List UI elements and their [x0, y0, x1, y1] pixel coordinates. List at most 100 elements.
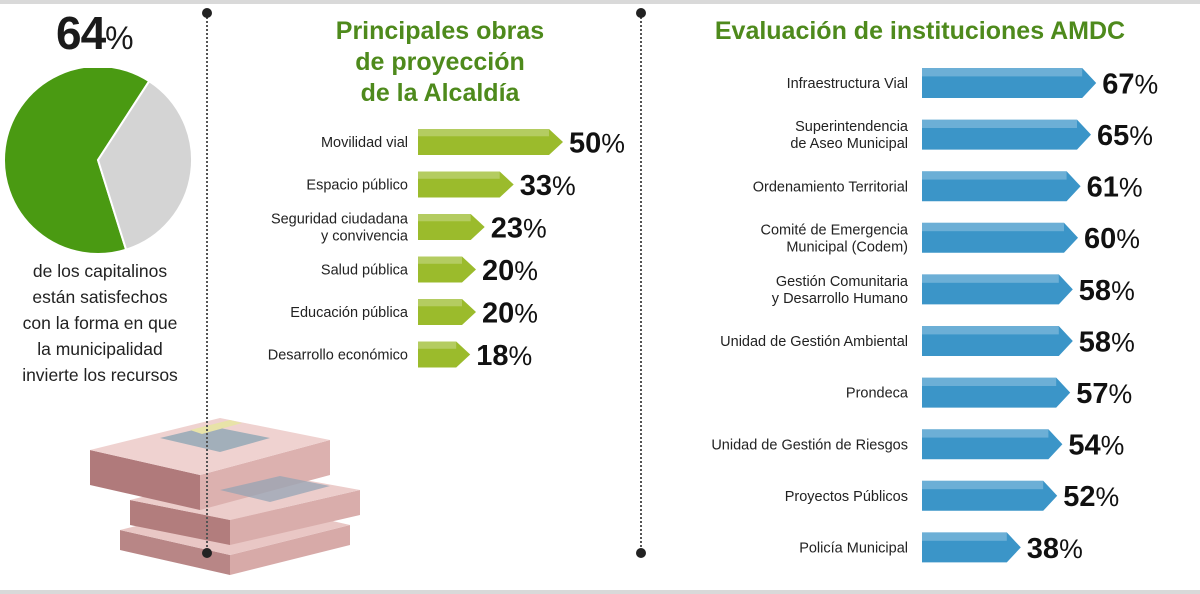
institutions-value-label: 65%	[1097, 120, 1153, 152]
institutions-bar	[922, 429, 1063, 460]
works-bar-highlight	[418, 129, 549, 137]
institutions-row: Gestión Comunitaria y Desarrollo Humano 58…	[772, 274, 1135, 307]
works-bar	[418, 171, 514, 198]
caption-line: con la forma en que	[22, 313, 178, 333]
works-category-label: Desarrollo económico	[268, 348, 408, 364]
institutions-bar-highlight	[922, 429, 1049, 438]
caption-line: están satisfechos	[32, 287, 168, 307]
caption-line: la municipalidad	[37, 339, 163, 359]
institutions-value-label: 61%	[1087, 172, 1143, 204]
works-bar-chart: Movilidad vial 50% Espacio público 33% Segur…	[268, 127, 625, 368]
works-bar-highlight	[418, 341, 457, 349]
works-bar	[418, 299, 476, 325]
institutions-row: Comité de Emergencia Municipal (Codem) 60%	[761, 222, 1140, 255]
institutions-bar-highlight	[922, 171, 1067, 180]
institutions-row: Ordenamiento Territorial 61%	[753, 171, 1143, 204]
satisfaction-percent-number: 64	[56, 7, 106, 59]
satisfaction-percent-symbol: %	[105, 20, 133, 56]
satisfaction-pie-chart	[3, 68, 194, 255]
works-value-label: 20%	[482, 255, 538, 287]
institutions-category-label: Ordenamiento Territorial	[753, 179, 908, 195]
institutions-category-label: Prondeca	[846, 386, 909, 402]
institutions-bar	[922, 119, 1091, 150]
works-bar	[418, 214, 485, 240]
institutions-bar	[922, 68, 1097, 98]
institutions-bar	[922, 532, 1021, 563]
institutions-category-label: Unidad de Gestión Ambiental	[720, 334, 908, 350]
institutions-value-label: 38%	[1027, 533, 1083, 565]
institutions-bar-highlight	[922, 532, 1007, 541]
institutions-value-label: 67%	[1102, 68, 1158, 100]
institutions-chart-title: Evaluación de instituciones AMDC	[714, 17, 1126, 45]
works-chart-title-line: Principales obras	[335, 17, 545, 45]
money-stack-illustration	[90, 418, 360, 575]
institutions-bar-highlight	[922, 222, 1064, 232]
works-bar-highlight	[418, 256, 462, 264]
works-row: Movilidad vial 50%	[321, 127, 625, 159]
institutions-value-label: 58%	[1079, 275, 1135, 307]
institutions-value-label: 57%	[1076, 378, 1132, 410]
institutions-row: Proyectos Públicos 52%	[785, 480, 1119, 513]
works-bar	[418, 129, 563, 155]
works-category-label: Salud pública	[321, 263, 409, 279]
institutions-category-label: Superintendencia de Aseo Municipal	[790, 119, 909, 152]
institutions-category-label: Policía Municipal	[799, 540, 908, 556]
institutions-row: Infraestructura Vial 67%	[787, 68, 1158, 100]
caption-line: invierte los recursos	[22, 365, 178, 385]
institutions-bar-highlight	[922, 480, 1044, 490]
works-value-label: 23%	[491, 212, 547, 244]
institutions-row: Unidad de Gestión de Riesgos 54%	[711, 429, 1124, 462]
caption-line: de los capitalinos	[32, 261, 168, 281]
institutions-row: Prondeca 57%	[846, 377, 1132, 410]
institutions-category-label: Proyectos Públicos	[785, 489, 908, 505]
works-row: Desarrollo económico 18%	[268, 340, 532, 368]
institutions-bar	[922, 326, 1073, 356]
works-chart-title: Principales obras de proyección de la Al…	[300, 16, 580, 109]
institutions-category-label: Unidad de Gestión de Riesgos	[711, 437, 908, 453]
institutions-row: Superintendencia de Aseo Municipal 65%	[790, 119, 1153, 152]
institutions-category-label: Gestión Comunitaria y Desarrollo Humano	[772, 274, 909, 307]
institutions-bar	[922, 274, 1073, 305]
works-chart-title-line: de proyección	[355, 48, 525, 76]
works-value-label: 33%	[520, 170, 576, 202]
works-category-label: Espacio público	[306, 178, 408, 194]
institutions-category-label: Infraestructura Vial	[787, 76, 908, 92]
works-value-label: 18%	[476, 340, 532, 368]
works-category-label: Educación pública	[290, 305, 409, 321]
works-row: Espacio público 33%	[306, 170, 575, 202]
institutions-value-label: 60%	[1084, 223, 1140, 255]
institutions-bar-highlight	[922, 326, 1059, 335]
works-value-label: 20%	[482, 297, 538, 329]
institutions-category-label: Comité de Emergencia Municipal (Codem)	[761, 222, 909, 255]
works-row: Educación pública 20%	[290, 297, 538, 329]
divider-left-bottom-dot	[202, 548, 212, 558]
works-category-label: Movilidad vial	[321, 135, 408, 151]
works-bar-highlight	[418, 299, 462, 307]
divider-left-top-dot	[202, 8, 212, 18]
institutions-row: Unidad de Gestión Ambiental 58%	[720, 326, 1135, 358]
divider-right-top-dot	[636, 8, 646, 18]
pie-slice-resto	[96, 79, 194, 251]
institutions-bar	[922, 222, 1078, 253]
top-border	[0, 0, 1200, 4]
works-row: Salud pública 20%	[321, 255, 538, 287]
satisfaction-percent: 64%	[56, 6, 166, 60]
works-value-label: 50%	[569, 127, 625, 159]
works-bar	[418, 341, 471, 368]
institutions-value-label: 54%	[1068, 430, 1124, 462]
institutions-bar	[922, 480, 1058, 511]
satisfaction-caption: de los capitalinos están satisfechos con…	[0, 258, 200, 388]
banknote-bundle	[90, 418, 360, 575]
divider-right	[640, 14, 642, 554]
institutions-bar-chart: Infraestructura Vial 67% Superintendencia d…	[711, 68, 1158, 565]
bottom-border	[0, 590, 1200, 594]
works-row: Seguridad ciudadana y convivencia 23%	[271, 212, 547, 245]
works-bar-highlight	[418, 214, 471, 222]
works-bar	[418, 256, 476, 283]
institutions-bar-highlight	[922, 119, 1077, 128]
institutions-bar	[922, 171, 1081, 202]
pie-slice-satisfechos	[3, 68, 151, 255]
institutions-row: Policía Municipal 38%	[799, 532, 1083, 565]
institutions-bar	[922, 377, 1071, 408]
divider-left	[206, 14, 208, 554]
